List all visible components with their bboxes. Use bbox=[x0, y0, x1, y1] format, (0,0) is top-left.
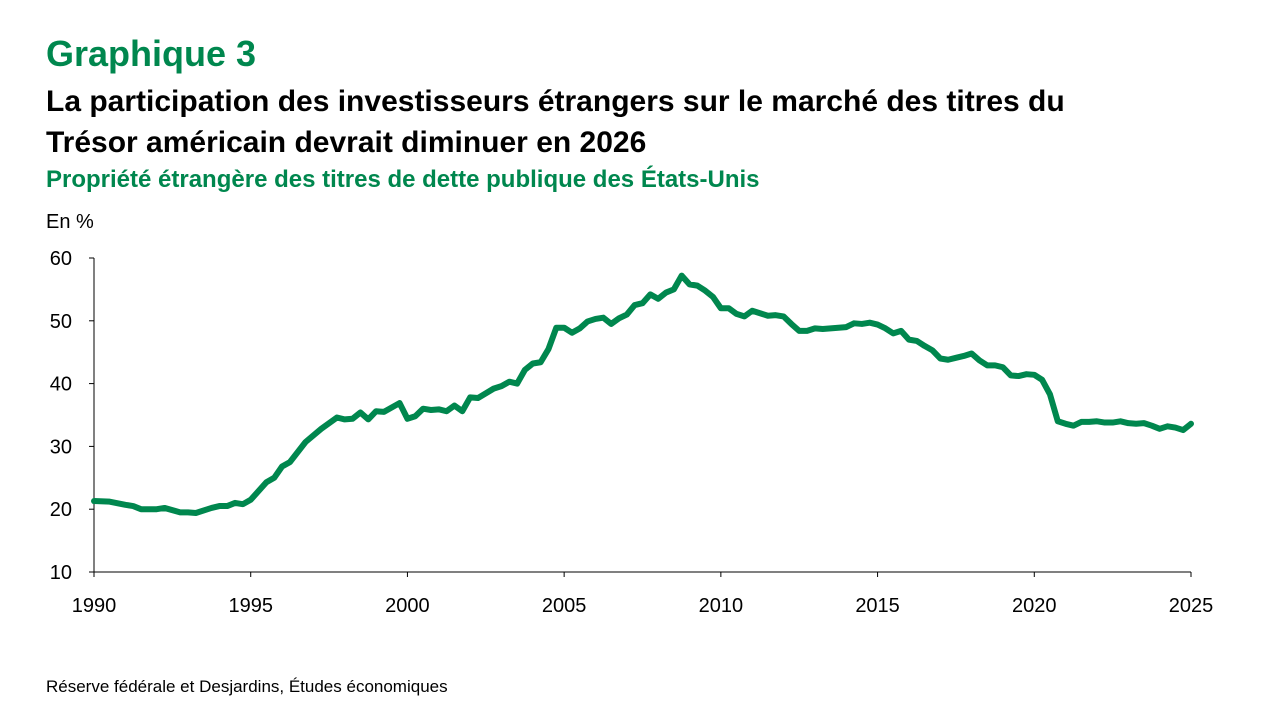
x-tick-label: 2015 bbox=[855, 595, 900, 617]
y-axis-label: En % bbox=[46, 211, 94, 233]
x-tick-label: 2025 bbox=[1169, 595, 1214, 617]
x-tick-label: 1995 bbox=[228, 595, 273, 617]
y-tick-label: 20 bbox=[50, 499, 72, 521]
chart-title: Trésor américain devrait diminuer en 202… bbox=[46, 126, 646, 159]
data-line bbox=[91, 272, 1194, 516]
x-tick-label: 2005 bbox=[542, 595, 587, 617]
x-tick-label: 2020 bbox=[1012, 595, 1057, 617]
y-tick-label: 60 bbox=[50, 248, 72, 270]
source: Réserve fédérale et Desjardins, Études é… bbox=[46, 677, 448, 696]
x-tick-label: 1990 bbox=[72, 595, 117, 617]
y-tick-label: 40 bbox=[50, 374, 72, 396]
y-tick-label: 10 bbox=[50, 562, 72, 584]
y-tick-label: 50 bbox=[50, 311, 72, 333]
x-tick-label: 2010 bbox=[699, 595, 744, 617]
x-tick-label: 2000 bbox=[385, 595, 430, 617]
chart-title: La participation des investisseurs étran… bbox=[46, 85, 1065, 118]
y-tick-label: 30 bbox=[50, 436, 72, 458]
chart-subtitle: Propriété étrangère des titres de dette … bbox=[46, 165, 760, 193]
chart-label: Graphique 3 bbox=[46, 33, 256, 74]
